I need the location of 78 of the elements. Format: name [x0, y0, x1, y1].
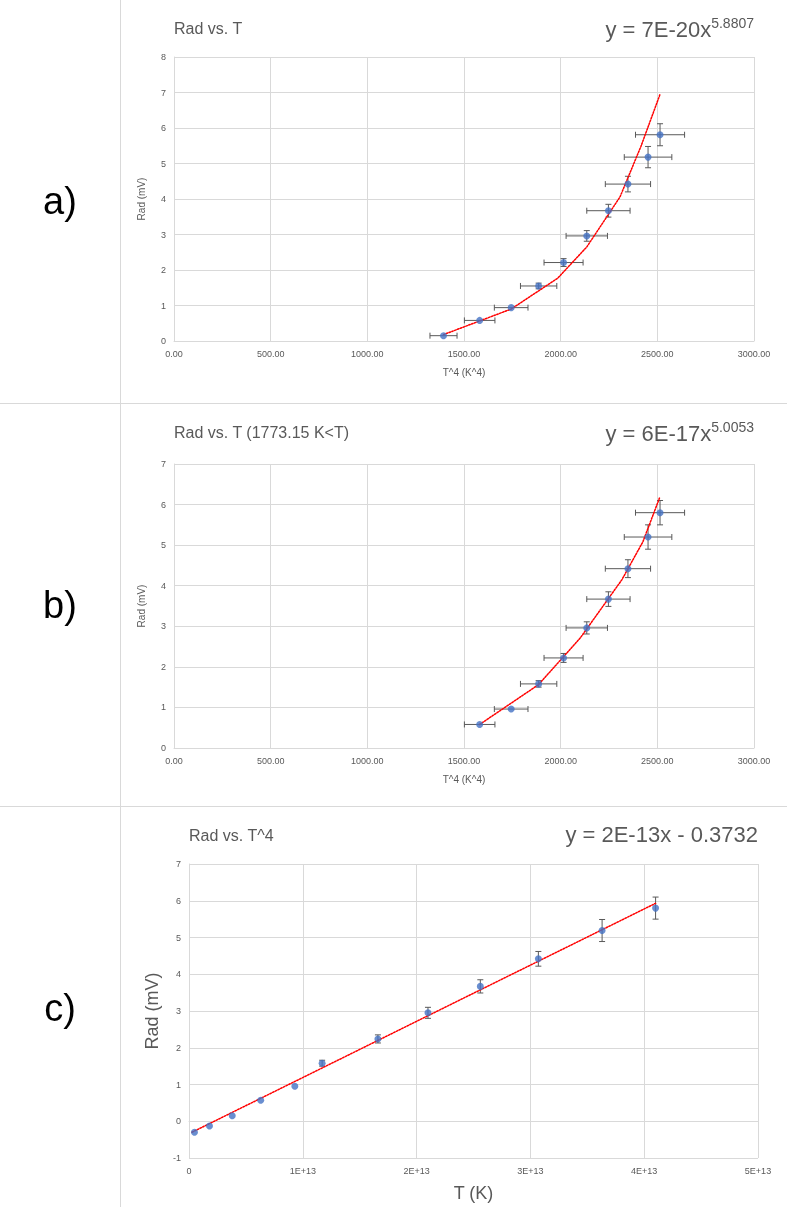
point	[652, 904, 660, 912]
x-tick-label: 3000.00	[737, 755, 771, 766]
text: y = 2E-13x - 0.3732	[565, 821, 759, 847]
x-tick-label: 1000.00	[351, 755, 384, 766]
y-tick-label: 4	[160, 194, 166, 204]
point	[507, 304, 515, 312]
point	[257, 1096, 265, 1104]
point	[598, 927, 606, 935]
y-tick-label: 3	[160, 621, 166, 632]
x-tick-label: 3E+13	[517, 1165, 544, 1176]
y-tick-label: 4	[160, 580, 166, 591]
x-tick-label: 1000.00	[351, 348, 384, 359]
x-tick-label: 0.00	[165, 755, 183, 766]
y-tick-label: 5	[160, 540, 166, 551]
point	[534, 955, 542, 963]
x-axis-title: T (K)	[453, 1183, 494, 1203]
x-tick-label: 0	[186, 1165, 192, 1176]
x-tick-label: 500.00	[256, 348, 285, 359]
x-tick-label: 0.00	[165, 348, 183, 359]
y-tick-label: -1	[172, 1153, 181, 1163]
y-tick-label: 6	[160, 499, 166, 510]
y-tick-label: 1	[175, 1079, 181, 1090]
y-tick-label: 7	[175, 859, 181, 869]
text: a)	[0, 0, 121, 403]
point	[604, 207, 612, 215]
y-tick-label: 8	[160, 52, 166, 62]
x-tick-label: 2000.00	[544, 755, 577, 766]
point	[507, 705, 515, 713]
x-tick-label: 1E+13	[289, 1165, 316, 1176]
point	[656, 509, 664, 517]
x-tick-label: 2E+13	[403, 1165, 430, 1176]
text: b)	[0, 404, 121, 806]
point	[205, 1122, 213, 1130]
chart-title: Rad vs. T (1773.15 K<T)	[174, 423, 350, 441]
y-tick-label: 0	[160, 743, 166, 753]
y-tick-label: 5	[175, 932, 181, 943]
y-tick-label: 2	[160, 265, 166, 275]
chart-title: Rad vs. T^4	[189, 826, 274, 844]
y-tick-label: 0	[175, 1116, 181, 1127]
x-tick-label: 2500.00	[641, 755, 674, 766]
point	[291, 1082, 299, 1090]
x-tick-label: 2000.00	[544, 348, 577, 359]
y-tick-label: 1	[160, 702, 166, 713]
y-axis-title: Rad (mV)	[142, 972, 162, 1050]
y-tick-label: 2	[175, 1042, 181, 1053]
y-axis-title: Rad (mV)	[135, 177, 147, 221]
x-axis-title: T^4 (K^4)	[442, 366, 486, 378]
y-tick-label: 2	[160, 661, 166, 672]
y-tick-label: 7	[160, 459, 166, 469]
point	[228, 1112, 236, 1120]
point	[476, 982, 484, 990]
chart-title: Rad vs. T	[174, 19, 243, 37]
y-axis-title: Rad (mV)	[135, 584, 147, 628]
point	[604, 595, 612, 603]
point	[476, 316, 484, 324]
y-tick-label: 3	[160, 229, 166, 240]
y-tick-label: 1	[160, 300, 166, 311]
x-tick-label: 5E+13	[744, 1165, 772, 1176]
point	[656, 131, 664, 139]
x-axis-title: T^4 (K^4)	[442, 773, 486, 785]
x-tick-label: 4E+13	[631, 1165, 658, 1176]
point	[190, 1128, 198, 1136]
y-tick-label: 4	[175, 969, 181, 980]
x-tick-label: 1500.00	[447, 755, 481, 766]
x-tick-label: 2500.00	[641, 348, 674, 359]
y-tick-label: 7	[160, 87, 166, 98]
y-tick-label: 5	[160, 158, 166, 169]
x-tick-label: 500.00	[256, 755, 285, 766]
y-tick-label: 6	[160, 123, 166, 133]
text: c)	[0, 807, 121, 1207]
point	[624, 565, 632, 573]
point	[440, 332, 448, 340]
x-tick-label: 3000.00	[737, 348, 771, 359]
y-tick-label: 0	[160, 336, 166, 346]
x-tick-label: 1500.00	[447, 348, 481, 359]
point	[476, 720, 484, 728]
y-tick-label: 3	[175, 1006, 181, 1016]
y-tick-label: 6	[175, 895, 181, 906]
